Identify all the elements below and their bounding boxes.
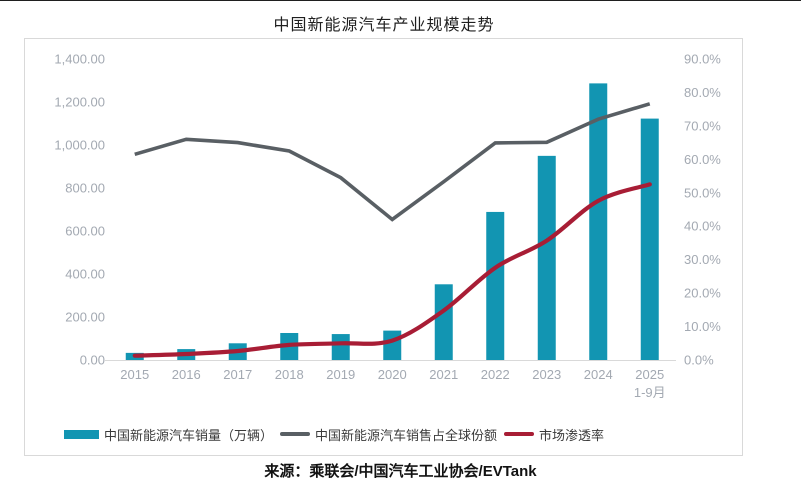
legend-swatch-penetration-line-icon: [504, 432, 535, 436]
chart-frame: [24, 38, 743, 456]
chart-title: 中国新能源汽车产业规模走势: [273, 17, 495, 34]
legend-item-penetration: 市场渗透率: [504, 425, 604, 444]
source-attribution: 来源：乘联会/中国汽车工业协会/EVTank: [264, 463, 537, 480]
legend-label-global-share: 中国新能源汽车销售占全球份额: [315, 427, 498, 443]
legend-item-sales: 中国新能源汽车销量（万辆）: [64, 425, 273, 444]
chart-legend: 中国新能源汽车销量（万辆） 中国新能源汽车销售占全球份额 市场渗透率: [64, 425, 604, 444]
legend-swatch-sales-bar-icon: [64, 429, 99, 439]
legend-label-penetration: 市场渗透率: [539, 427, 605, 443]
top-border-line: [0, 0, 801, 1]
legend-item-global-share: 中国新能源汽车销售占全球份额: [280, 425, 497, 444]
legend-swatch-share-line-icon: [280, 432, 311, 436]
legend-label-sales: 中国新能源汽车销量（万辆）: [104, 427, 274, 443]
